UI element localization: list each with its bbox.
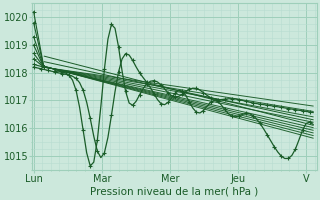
X-axis label: Pression niveau de la mer( hPa ): Pression niveau de la mer( hPa ) xyxy=(90,187,259,197)
